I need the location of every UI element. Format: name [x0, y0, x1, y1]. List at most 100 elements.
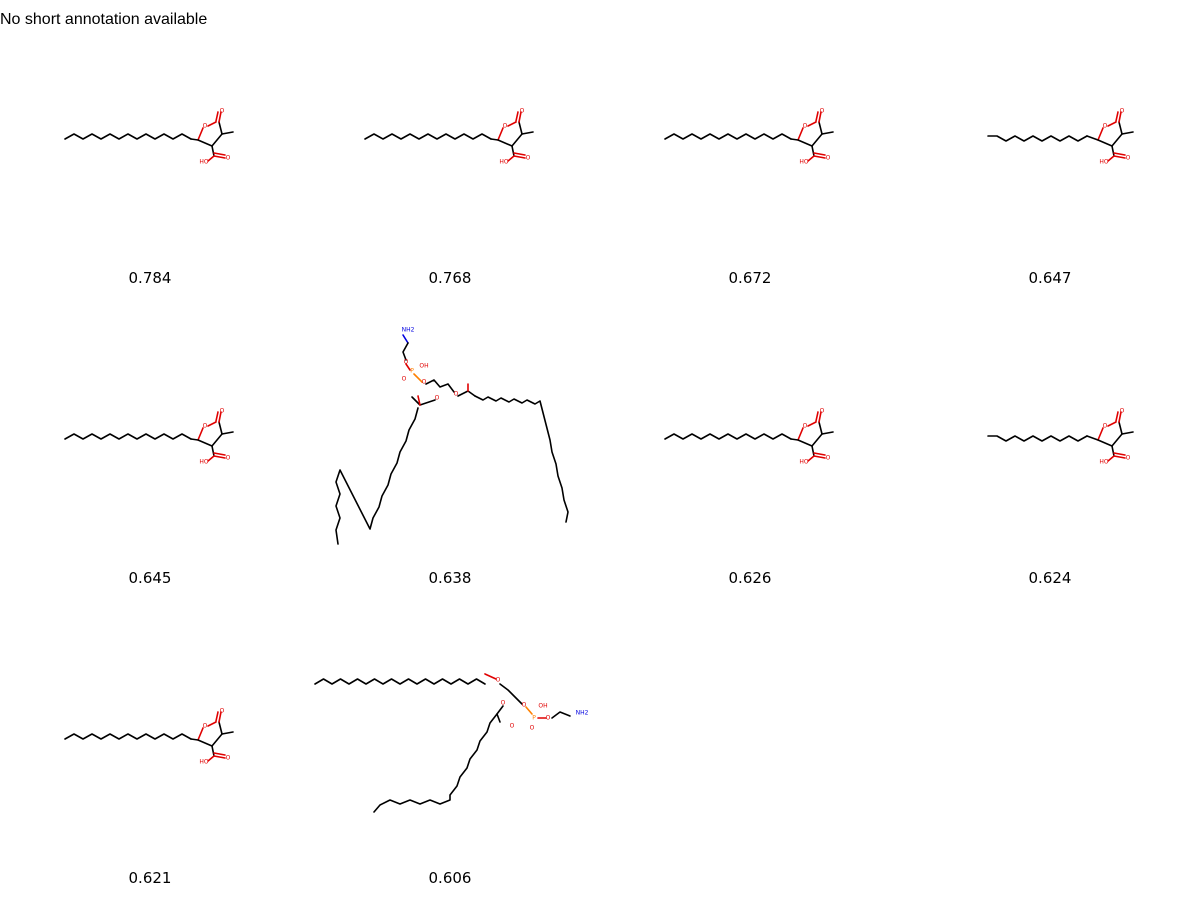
similarity-score: 0.784	[128, 269, 172, 287]
ring-bond	[497, 127, 504, 141]
ester-oxygen-label: O	[501, 700, 506, 707]
carbonyl-oxygen-label: O	[1120, 108, 1125, 115]
ring-oxygen-label: O	[803, 123, 808, 130]
ring-bond	[211, 433, 223, 447]
acid-bond	[811, 445, 815, 457]
ring-bond	[1097, 439, 1113, 447]
phosphorus-label: P	[532, 715, 536, 722]
ring-bond	[1097, 127, 1104, 141]
ring-oxygen-label: O	[503, 123, 508, 130]
ring-oxygen-label: O	[203, 423, 208, 430]
structure-drawing: O O HO O	[64, 108, 234, 166]
alkyl-chain	[664, 433, 792, 440]
acid-bond	[213, 755, 226, 759]
carbonyl-bond	[1118, 111, 1122, 123]
structure-drawing: O O HO O	[64, 408, 234, 466]
acid-bond	[807, 455, 815, 462]
methyl-bond	[221, 131, 234, 135]
acid-bond	[207, 155, 215, 162]
acid-oxygen-label: O	[526, 155, 531, 162]
carbonyl-bond	[218, 711, 222, 723]
carbonyl-bond	[818, 111, 822, 123]
molecule-card: O O HO O 0.624	[900, 300, 1200, 600]
ring-bond	[197, 439, 213, 447]
carbonyl-oxygen-label: O	[220, 708, 225, 715]
similarity-score: 0.638	[428, 569, 472, 587]
acid-bond	[511, 145, 515, 157]
acid-hydroxyl-label: HO	[799, 459, 809, 466]
ring-bond	[797, 139, 813, 147]
acid-bond	[1113, 152, 1126, 156]
ring-bond	[1111, 433, 1123, 447]
molecule-card: O O HO O 0.672	[600, 0, 900, 300]
acid-oxygen-label: O	[826, 155, 831, 162]
ring-oxygen-label: O	[803, 423, 808, 430]
acid-bond	[211, 745, 215, 757]
ethyl-chain	[402, 342, 409, 361]
methyl-bond	[1121, 131, 1134, 135]
ether-oxygen-label: O	[496, 677, 501, 684]
acid-bond	[813, 155, 826, 159]
alkyl-chain	[987, 435, 1088, 442]
acyl-link	[496, 705, 504, 723]
similarity-score: 0.624	[1028, 569, 1072, 587]
methyl-bond	[221, 731, 234, 735]
alkyl-chain	[664, 133, 792, 140]
ring-bond	[811, 433, 823, 447]
similarity-score: 0.606	[428, 869, 472, 887]
alkyl-chain	[64, 733, 192, 740]
chain-ring-bond	[490, 138, 499, 141]
carbonyl-oxygen-label: O	[220, 408, 225, 415]
acid-oxygen-label: O	[826, 455, 831, 462]
phosphorus-label: P	[410, 368, 414, 375]
acid-oxygen-label: O	[226, 455, 231, 462]
carbonyl-oxygen-label: O	[220, 108, 225, 115]
carbonyl-oxygen-label: O	[820, 108, 825, 115]
acid-bond	[207, 755, 215, 762]
ring-bond	[207, 721, 217, 727]
ring-bond	[507, 121, 517, 127]
glycerol-backbone	[499, 683, 523, 705]
page-title: No short annotation available	[0, 11, 208, 28]
ring-oxygen-label: O	[203, 723, 208, 730]
p-bond	[405, 363, 411, 371]
ring-oxygen-label: O	[1103, 423, 1108, 430]
molecule-card: O O HO O 0.647	[900, 0, 1200, 300]
acyl-carbonyl-label: O	[510, 723, 515, 730]
ester-oxygen-label: O	[454, 391, 459, 398]
carbonyl-bond	[218, 411, 222, 423]
alkyl-chain	[64, 133, 192, 140]
methyl-bond	[521, 131, 534, 135]
ring-bond	[1097, 427, 1104, 441]
ring-oxygen-label: O	[203, 123, 208, 130]
acid-bond	[211, 445, 215, 457]
ring-bond	[818, 121, 823, 135]
carbonyl-bond	[218, 111, 222, 123]
ring-bond	[218, 721, 223, 735]
acid-oxygen-label: O	[226, 755, 231, 762]
acid-bond	[813, 152, 826, 156]
acid-oxygen-label: O	[1126, 455, 1131, 462]
acid-hydroxyl-label: HO	[499, 159, 509, 166]
acid-bond	[1113, 155, 1126, 159]
acid-bond	[513, 155, 526, 159]
acid-bond	[1111, 445, 1115, 457]
ring-bond	[818, 421, 823, 435]
carbonyl-bond	[815, 111, 819, 122]
acid-hydroxyl-label: HO	[199, 159, 209, 166]
chain-ring-bond	[190, 738, 199, 741]
acid-bond	[813, 452, 826, 456]
carbonyl-bond	[215, 111, 219, 122]
ring-bond	[807, 421, 817, 427]
acyl-link	[411, 396, 436, 406]
carbonyl-oxygen-label: O	[520, 108, 525, 115]
carbonyl-bond	[215, 411, 219, 422]
ester-oxygen-label: O	[435, 395, 440, 402]
acid-bond	[213, 152, 226, 156]
acyl-link	[457, 390, 476, 397]
chain-ring-bond	[190, 438, 199, 441]
similarity-score: 0.645	[128, 569, 172, 587]
ring-bond	[207, 421, 217, 427]
molecule-card: O O HO O 0.626	[600, 300, 900, 600]
